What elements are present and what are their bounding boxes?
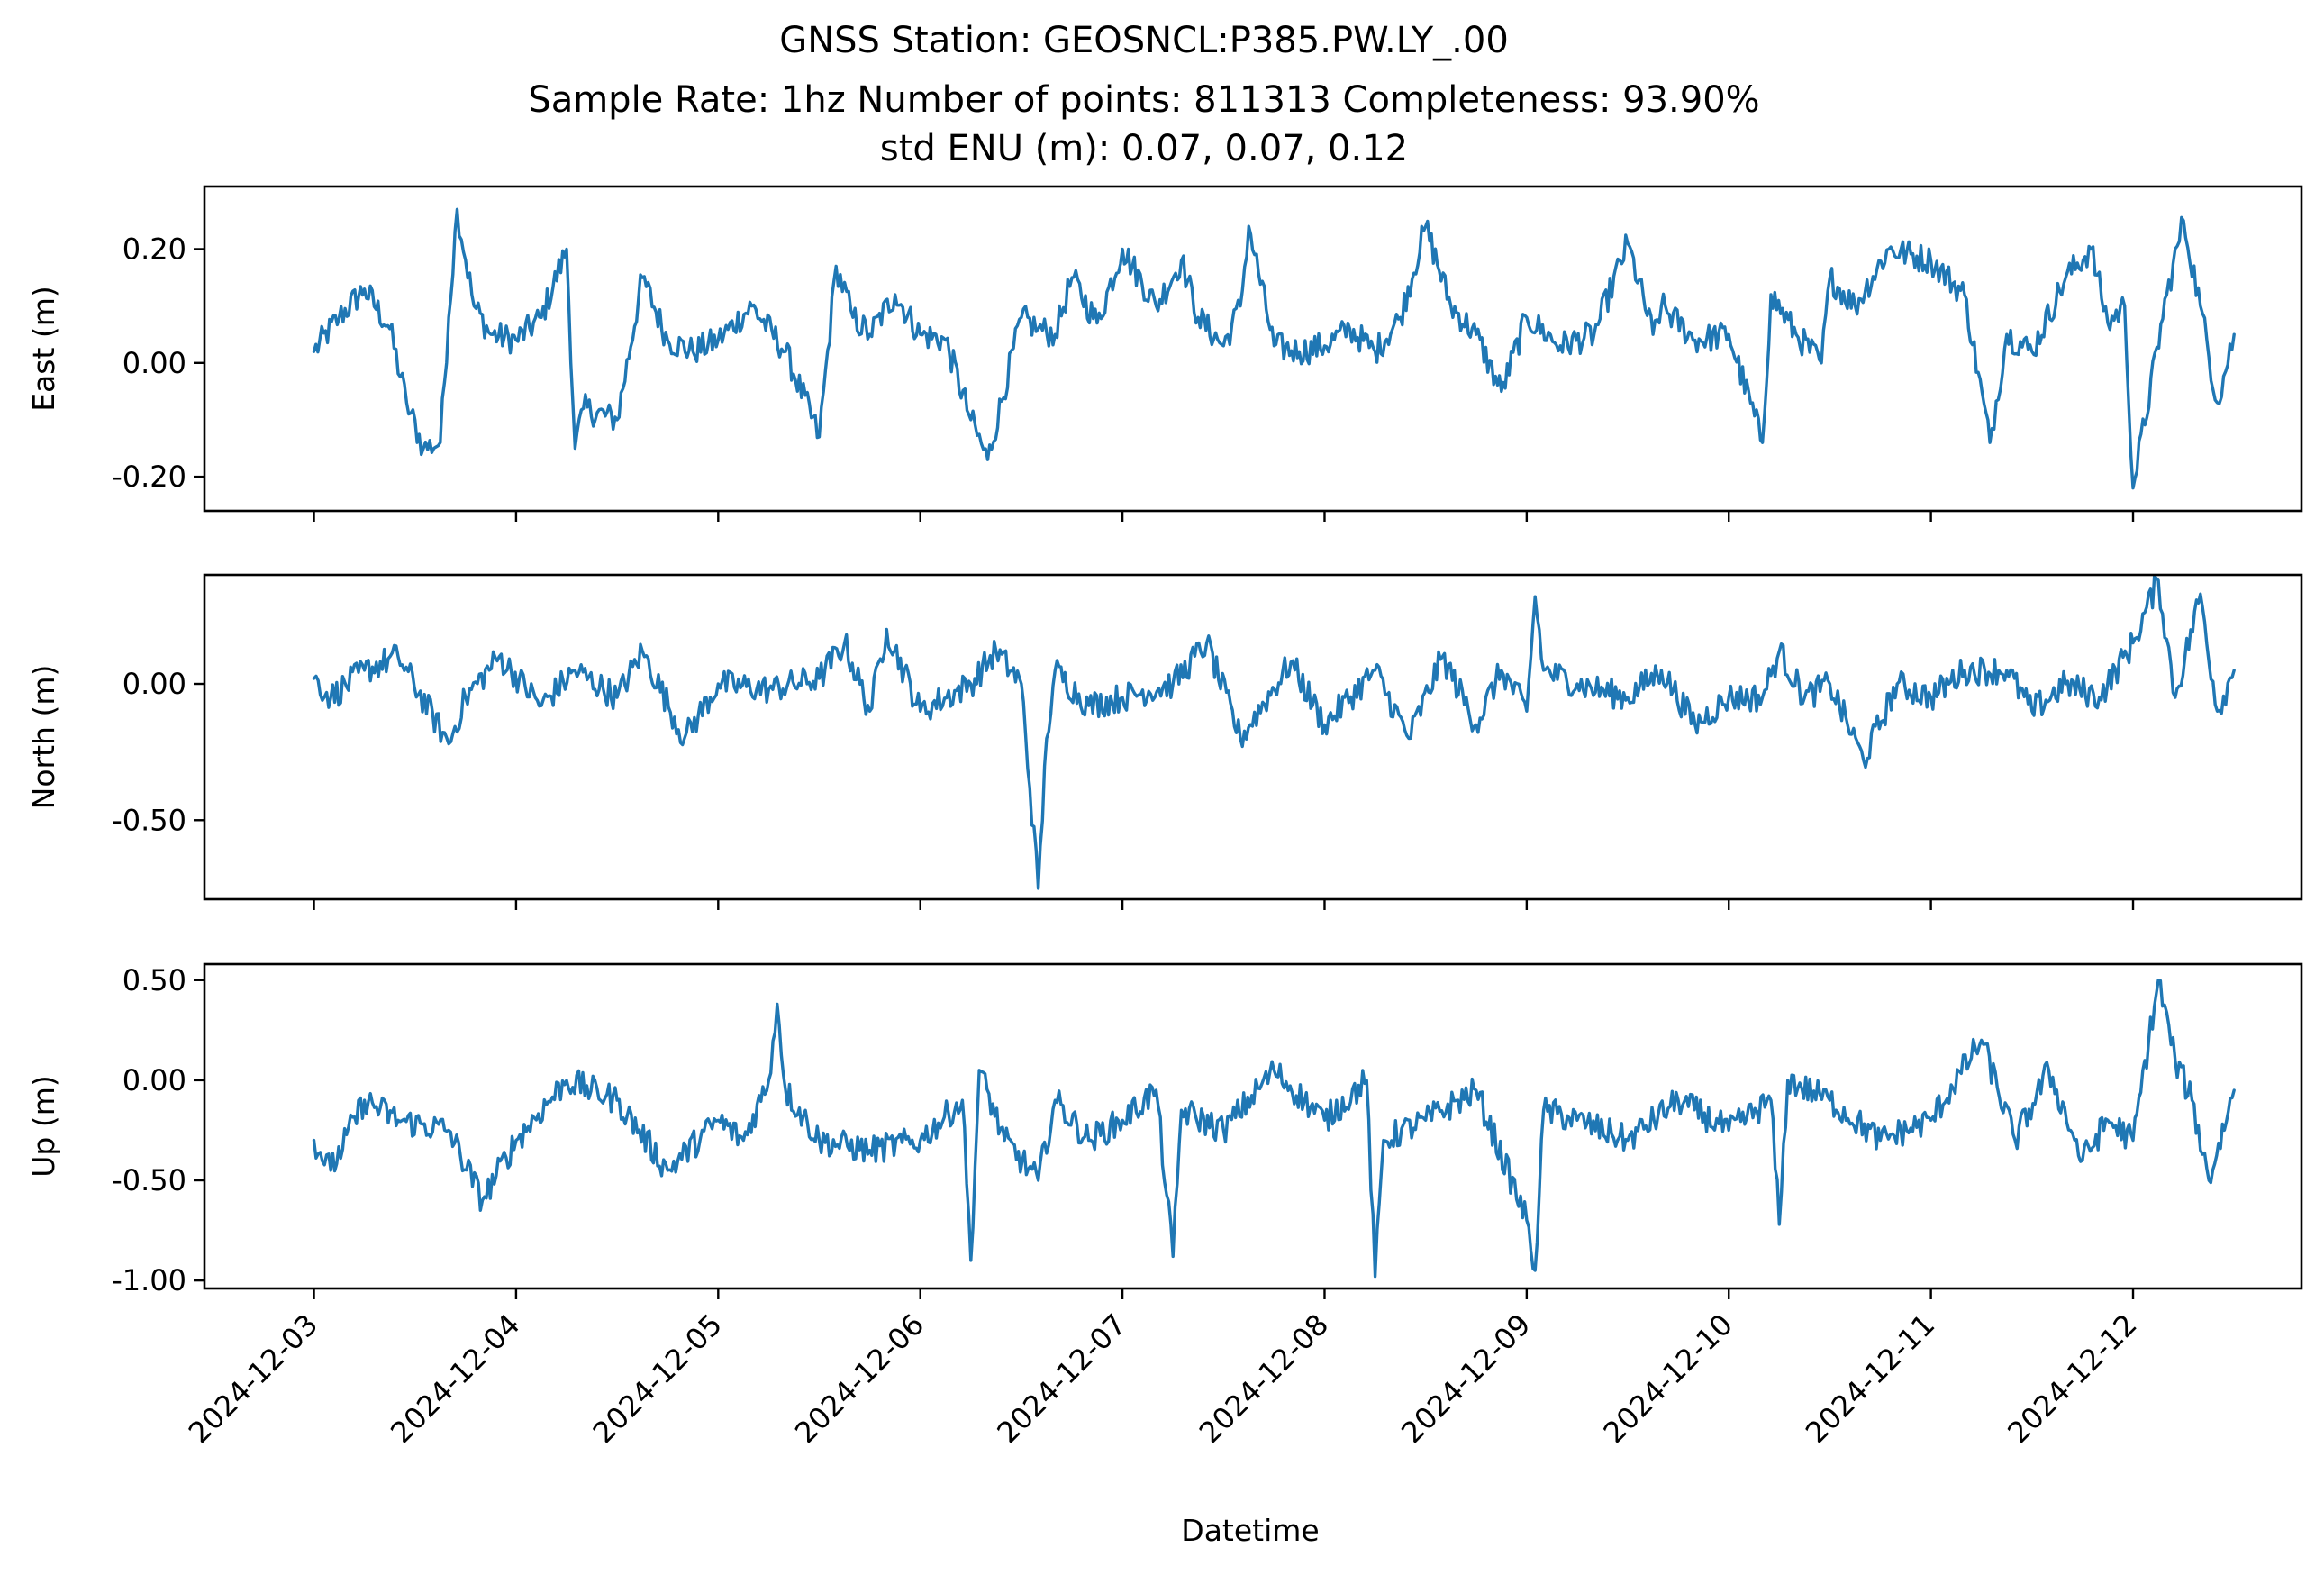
east-y-axis-label: East (m)	[26, 286, 61, 412]
east-panel: East (m) 0.20 0.00 -0.20	[26, 185, 2303, 522]
figure-title-sampling: Sample Rate: 1hz Number of points: 81131…	[528, 79, 1759, 121]
east-y-tick-label: -0.20	[112, 460, 186, 494]
east-axes-frame	[203, 185, 2303, 513]
north-series-line	[312, 574, 2236, 890]
x-axis-label: Datetime	[1181, 1513, 1319, 1548]
north-panel: North (m) 0.00 -0.50	[26, 573, 2303, 910]
north-y-tick-label: -0.50	[112, 803, 186, 837]
up-y-axis-label: Up (m)	[26, 1075, 61, 1178]
figure-title-std: std ENU (m): 0.07, 0.07, 0.12	[880, 128, 1408, 169]
figure-title-station: GNSS Station: GEOSNCL:P385.PW.LY_.00	[779, 20, 1509, 61]
up-y-tick-label: -1.00	[112, 1263, 186, 1297]
east-y-tick-label: 0.20	[123, 232, 186, 266]
east-series-line	[312, 207, 2236, 490]
up-y-tick-label: 0.50	[123, 963, 186, 997]
north-y-tick-label: 0.00	[123, 667, 186, 701]
east-y-tick-label: 0.00	[123, 346, 186, 380]
north-axes-frame	[203, 573, 2303, 901]
north-y-axis-label: North (m)	[26, 665, 61, 810]
up-y-tick-label: 0.00	[123, 1063, 186, 1097]
up-series-line	[312, 979, 2236, 1279]
up-y-tick-label: -0.50	[112, 1163, 186, 1197]
up-axes-frame	[203, 962, 2303, 1290]
